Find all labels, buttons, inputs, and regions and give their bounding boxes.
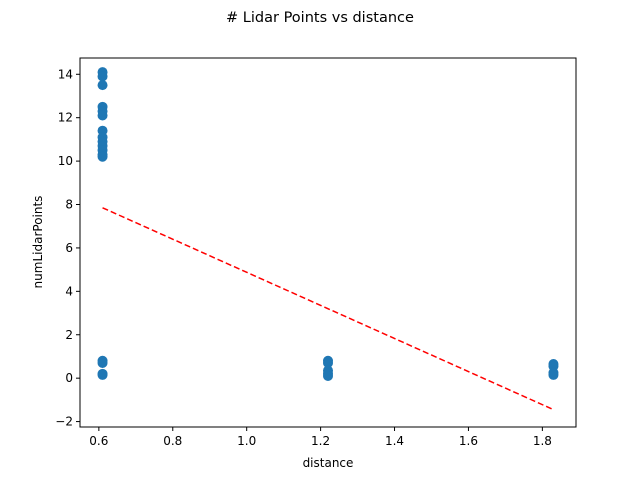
scatter-point	[548, 369, 559, 380]
y-tick-label: 12	[58, 111, 73, 125]
axes-frame	[79, 57, 577, 428]
scatter-point	[97, 369, 108, 380]
y-tick-label: 2	[65, 328, 73, 342]
x-tick-label: 0.8	[163, 434, 182, 448]
x-axis-label: distance	[303, 456, 354, 470]
x-tick-label: 1.0	[237, 434, 256, 448]
x-tick-label: 1.4	[385, 434, 404, 448]
scatter-point	[323, 357, 333, 368]
y-tick-label: 6	[65, 241, 73, 255]
x-tick-label: 1.2	[311, 434, 330, 448]
y-tick-label: 0	[65, 371, 73, 385]
y-tick-label: 4	[65, 284, 73, 298]
y-tick-label: 10	[58, 154, 73, 168]
trend-line	[102, 207, 554, 411]
y-tick-label: 8	[65, 198, 73, 212]
y-tick-label: −2	[55, 415, 73, 429]
x-tick-label: 0.6	[89, 434, 108, 448]
chart-title: # Lidar Points vs distance	[226, 10, 414, 26]
x-tick-label: 1.8	[533, 434, 552, 448]
scatter-point	[97, 110, 108, 121]
scatter-point	[323, 370, 333, 381]
scatter-point	[97, 80, 108, 91]
y-axis: −2 0 2 4 6 8 10 12 14	[55, 67, 80, 429]
x-axis: 0.6 0.8 1.0 1.2 1.4 1.6 1.8	[89, 427, 552, 448]
scatter-point	[97, 151, 108, 162]
plot-area	[97, 67, 559, 411]
x-tick-label: 1.6	[459, 434, 478, 448]
scatter-point	[97, 71, 108, 82]
y-axis-label: numLidarPoints	[31, 196, 45, 289]
y-tick-label: 14	[58, 67, 73, 81]
scatter-point	[97, 357, 108, 368]
